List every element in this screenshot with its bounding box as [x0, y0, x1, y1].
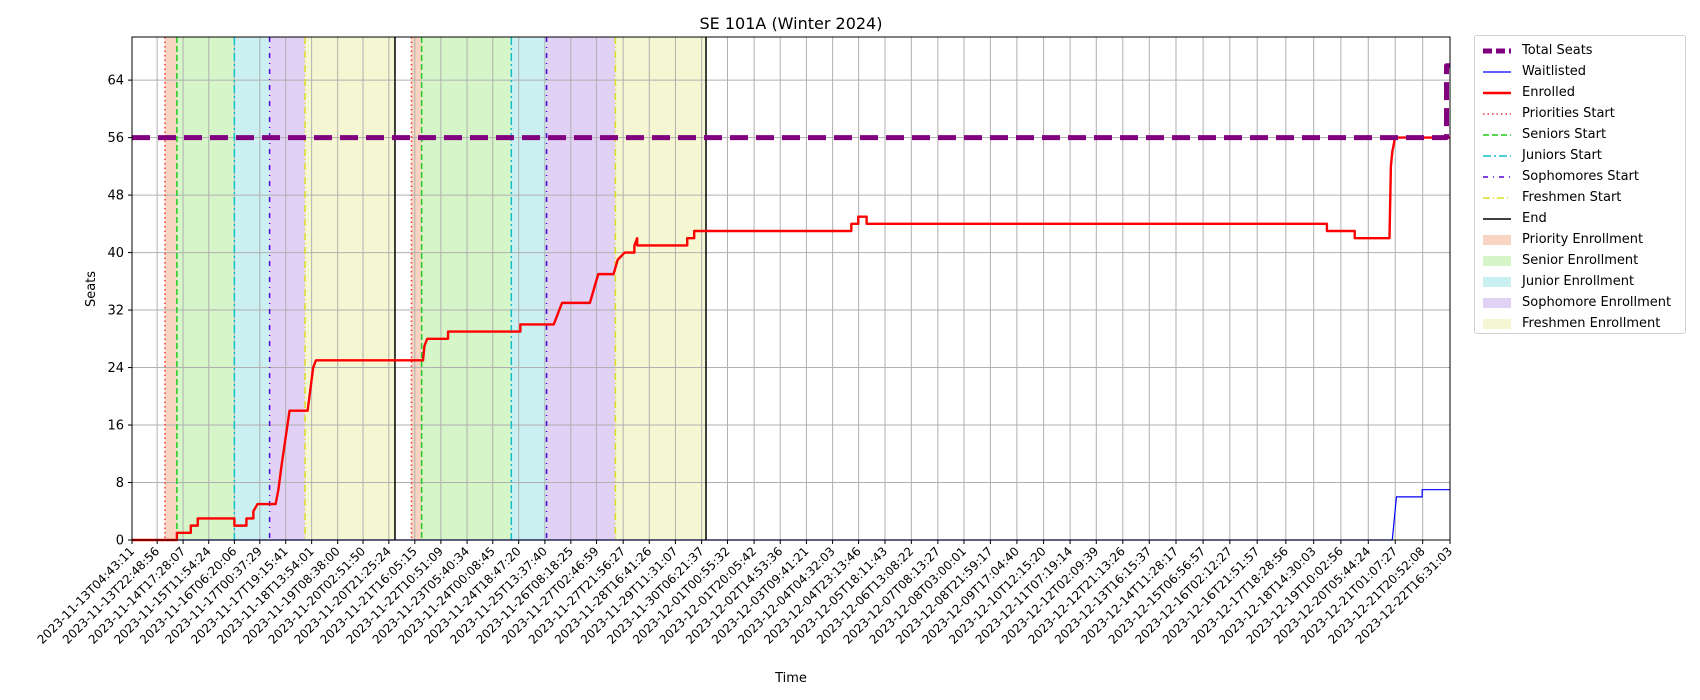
legend-swatch [1483, 297, 1511, 308]
x-axis-label: Time [774, 671, 807, 686]
freshmen-enrollment-span-2 [615, 37, 707, 540]
junior-enrollment-span-2 [511, 37, 547, 540]
y-tick-label: 24 [107, 361, 124, 376]
legend-item-priorities-start: Priorities Start [1475, 103, 1685, 124]
priority-enrollment-span-2 [411, 37, 422, 540]
plot-frame [131, 36, 1451, 541]
legend-label: Seniors Start [1522, 127, 1607, 142]
y-tick-label: 64 [107, 74, 124, 89]
legend-item-enrolled: Enrolled [1475, 82, 1685, 103]
phase-marker-lines [164, 37, 707, 540]
legend-label: Priority Enrollment [1522, 232, 1644, 247]
legend-label: End [1522, 211, 1547, 226]
legend-item-end: End [1475, 208, 1685, 229]
chart-title: SE 101A (Winter 2024) [700, 14, 883, 33]
total-seats-line [132, 63, 1450, 141]
y-tick-label: 32 [107, 304, 124, 319]
legend-swatch [1483, 48, 1511, 53]
legend-swatch [1483, 175, 1511, 178]
legend-swatch [1483, 112, 1511, 115]
series-lines [132, 63, 1450, 542]
legend-label: Freshmen Start [1522, 190, 1622, 205]
waitlisted-line [132, 489, 1450, 541]
senior-enrollment-span-2 [421, 37, 512, 540]
y-tick-label: 0 [116, 534, 124, 549]
legend-item-freshmen-enrollment: Freshmen Enrollment [1475, 313, 1685, 334]
legend-item-total-seats: Total Seats [1475, 40, 1685, 61]
legend-label: Juniors Start [1522, 148, 1602, 163]
legend-swatch [1483, 133, 1511, 136]
legend-swatch [1483, 234, 1511, 245]
legend-item-junior-enrollment: Junior Enrollment [1475, 271, 1685, 292]
legend-label: Total Seats [1522, 43, 1593, 58]
freshmen-enrollment-span-1 [305, 37, 395, 540]
legend-item-waitlisted: Waitlisted [1475, 61, 1685, 82]
legend-item-seniors-start: Seniors Start [1475, 124, 1685, 145]
y-tick-label: 40 [107, 246, 124, 261]
junior-enrollment-span-1 [234, 37, 270, 540]
legend-swatch [1483, 70, 1511, 73]
legend-swatch [1483, 196, 1511, 199]
enrollment-period-spans [164, 37, 707, 540]
sophomore-enrollment-span-1 [269, 37, 306, 540]
y-tick-label: 48 [107, 189, 124, 204]
chart-legend: Total Seats Waitlisted Enrolled Priorities … [1474, 35, 1686, 334]
y-tick-label: 8 [116, 476, 124, 491]
legend-label: Waitlisted [1522, 64, 1587, 79]
legend-item-priority-enrollment: Priority Enrollment [1475, 229, 1685, 250]
y-tick-label: 56 [107, 131, 124, 146]
legend-swatch [1483, 318, 1511, 329]
legend-item-sophomore-enrollment: Sophomore Enrollment [1475, 292, 1685, 313]
priority-enrollment-span-1 [164, 37, 177, 540]
y-axis-label: Seats [84, 271, 99, 307]
legend-swatch [1483, 217, 1511, 220]
senior-enrollment-span-1 [176, 37, 235, 540]
legend-swatch [1483, 154, 1511, 157]
legend-item-freshmen-start: Freshmen Start [1475, 187, 1685, 208]
legend-label: Freshmen Enrollment [1522, 316, 1661, 331]
legend-item-sophomores-start: Sophomores Start [1475, 166, 1685, 187]
y-tick-label: 16 [107, 419, 124, 434]
sophomore-enrollment-span-2 [546, 37, 616, 540]
legend-item-juniors-start: Juniors Start [1475, 145, 1685, 166]
legend-swatch [1483, 255, 1511, 266]
legend-label: Senior Enrollment [1522, 253, 1639, 268]
x-axis-ticks: 2023-11-13T04:43:112023-11-13T22:48:5620… [35, 540, 1455, 647]
legend-label: Enrolled [1522, 85, 1575, 100]
legend-label: Sophomore Enrollment [1522, 295, 1672, 310]
y-axis-ticks: 0 8 16 24 32 40 48 56 64 [107, 74, 132, 549]
legend-label: Priorities Start [1522, 106, 1615, 121]
legend-label: Junior Enrollment [1522, 274, 1635, 289]
enrolled-line [132, 136, 1450, 542]
legend-item-senior-enrollment: Senior Enrollment [1475, 250, 1685, 271]
legend-label: Sophomores Start [1522, 169, 1639, 184]
legend-swatch [1483, 91, 1511, 94]
legend-swatch [1483, 276, 1511, 287]
